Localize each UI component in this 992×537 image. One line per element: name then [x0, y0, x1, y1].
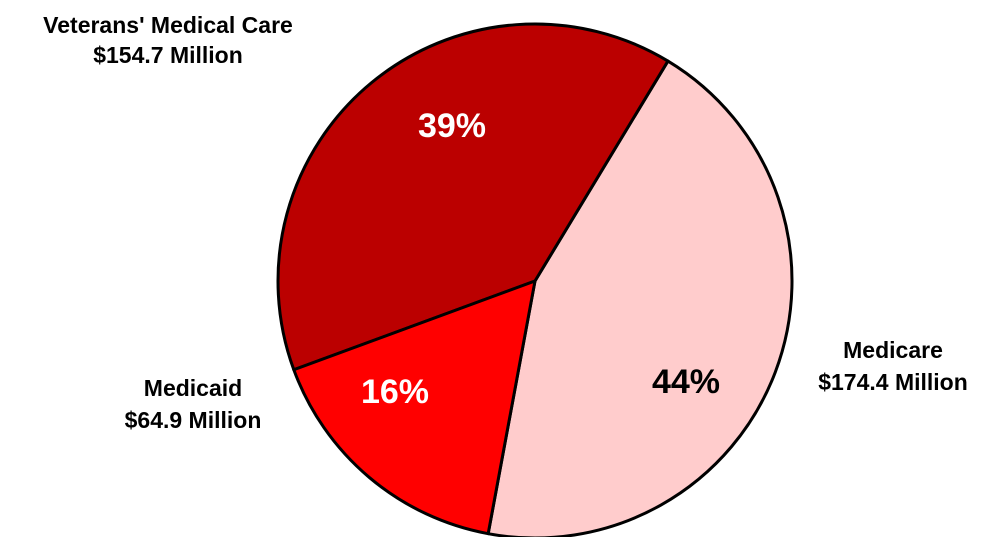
slice-medicare — [486, 59, 794, 537]
slice-medicaid — [292, 279, 537, 536]
label-medicaid-amount: $64.9 Million — [125, 407, 262, 433]
pct-label-medicaid: 16% — [361, 373, 429, 411]
pie-slices — [276, 22, 794, 537]
slice-veterans — [276, 22, 670, 372]
pct-label-medicare: 44% — [652, 363, 720, 401]
label-veterans-name: Veterans' Medical Care — [43, 12, 293, 38]
pct-label-veterans: 39% — [418, 107, 486, 145]
label-medicaid-name: Medicaid — [144, 375, 242, 401]
label-veterans-amount: $154.7 Million — [93, 42, 243, 68]
label-medicare-name: Medicare — [843, 337, 943, 363]
label-medicare-amount: $174.4 Million — [818, 369, 968, 395]
